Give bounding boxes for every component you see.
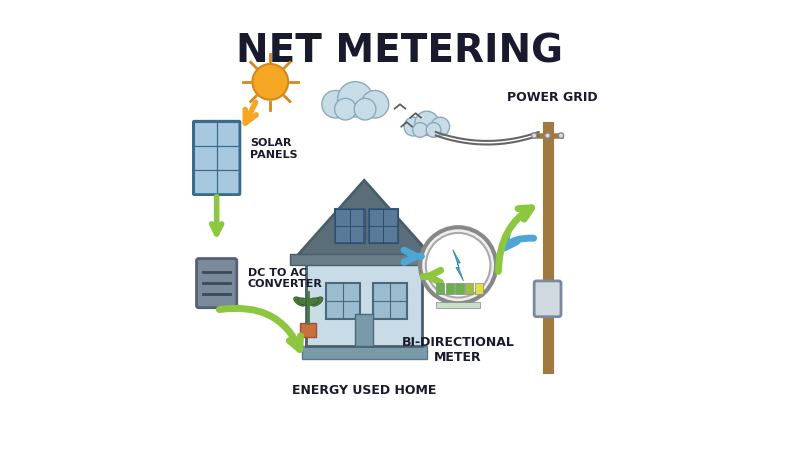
Bar bbox=[446, 283, 454, 294]
Bar bbox=[369, 226, 383, 243]
FancyBboxPatch shape bbox=[194, 121, 240, 194]
Bar bbox=[306, 261, 422, 346]
Bar bbox=[302, 346, 427, 359]
Bar bbox=[369, 209, 398, 243]
Text: ENERGY USED HOME: ENERGY USED HOME bbox=[292, 384, 437, 397]
Circle shape bbox=[545, 133, 550, 138]
Bar bbox=[369, 209, 383, 226]
Circle shape bbox=[253, 64, 288, 100]
Polygon shape bbox=[453, 250, 463, 281]
Bar bbox=[217, 170, 239, 194]
Circle shape bbox=[558, 133, 564, 138]
Circle shape bbox=[322, 90, 350, 118]
Bar bbox=[436, 283, 444, 294]
Circle shape bbox=[426, 122, 441, 137]
Bar bbox=[326, 283, 360, 319]
Circle shape bbox=[420, 227, 496, 303]
Bar bbox=[194, 146, 217, 170]
FancyBboxPatch shape bbox=[197, 259, 237, 308]
Circle shape bbox=[354, 99, 376, 120]
Ellipse shape bbox=[306, 298, 318, 306]
Circle shape bbox=[426, 233, 490, 297]
Circle shape bbox=[404, 117, 423, 136]
Circle shape bbox=[361, 90, 389, 118]
Ellipse shape bbox=[298, 298, 311, 306]
Circle shape bbox=[531, 133, 537, 138]
Circle shape bbox=[338, 81, 373, 117]
Bar bbox=[300, 324, 316, 337]
Text: SOLAR
PANELS: SOLAR PANELS bbox=[250, 138, 298, 160]
Text: NET METERING: NET METERING bbox=[237, 33, 563, 71]
Bar bbox=[383, 226, 398, 243]
Bar bbox=[355, 315, 373, 346]
Bar bbox=[455, 283, 463, 294]
Bar bbox=[383, 209, 398, 226]
Bar bbox=[373, 283, 406, 319]
Bar bbox=[436, 302, 481, 308]
Bar bbox=[217, 122, 239, 146]
Bar bbox=[194, 170, 217, 194]
Bar bbox=[335, 209, 350, 226]
Bar bbox=[335, 226, 350, 243]
Bar bbox=[475, 283, 483, 294]
Bar bbox=[350, 209, 365, 226]
Bar bbox=[335, 209, 364, 243]
Ellipse shape bbox=[294, 297, 306, 306]
Bar bbox=[350, 226, 365, 243]
Circle shape bbox=[431, 117, 450, 136]
Bar bbox=[217, 146, 239, 170]
Bar bbox=[194, 122, 217, 146]
Text: BI-DIRECTIONAL
METER: BI-DIRECTIONAL METER bbox=[402, 336, 514, 364]
Circle shape bbox=[413, 122, 427, 137]
Text: DC TO AC
CONVERTER: DC TO AC CONVERTER bbox=[248, 268, 323, 289]
Ellipse shape bbox=[311, 297, 323, 306]
Bar bbox=[466, 283, 474, 294]
Bar bbox=[290, 254, 438, 265]
Text: POWER GRID: POWER GRID bbox=[506, 91, 598, 104]
FancyBboxPatch shape bbox=[534, 281, 561, 317]
Polygon shape bbox=[293, 180, 436, 261]
Circle shape bbox=[414, 111, 439, 135]
Circle shape bbox=[334, 99, 356, 120]
